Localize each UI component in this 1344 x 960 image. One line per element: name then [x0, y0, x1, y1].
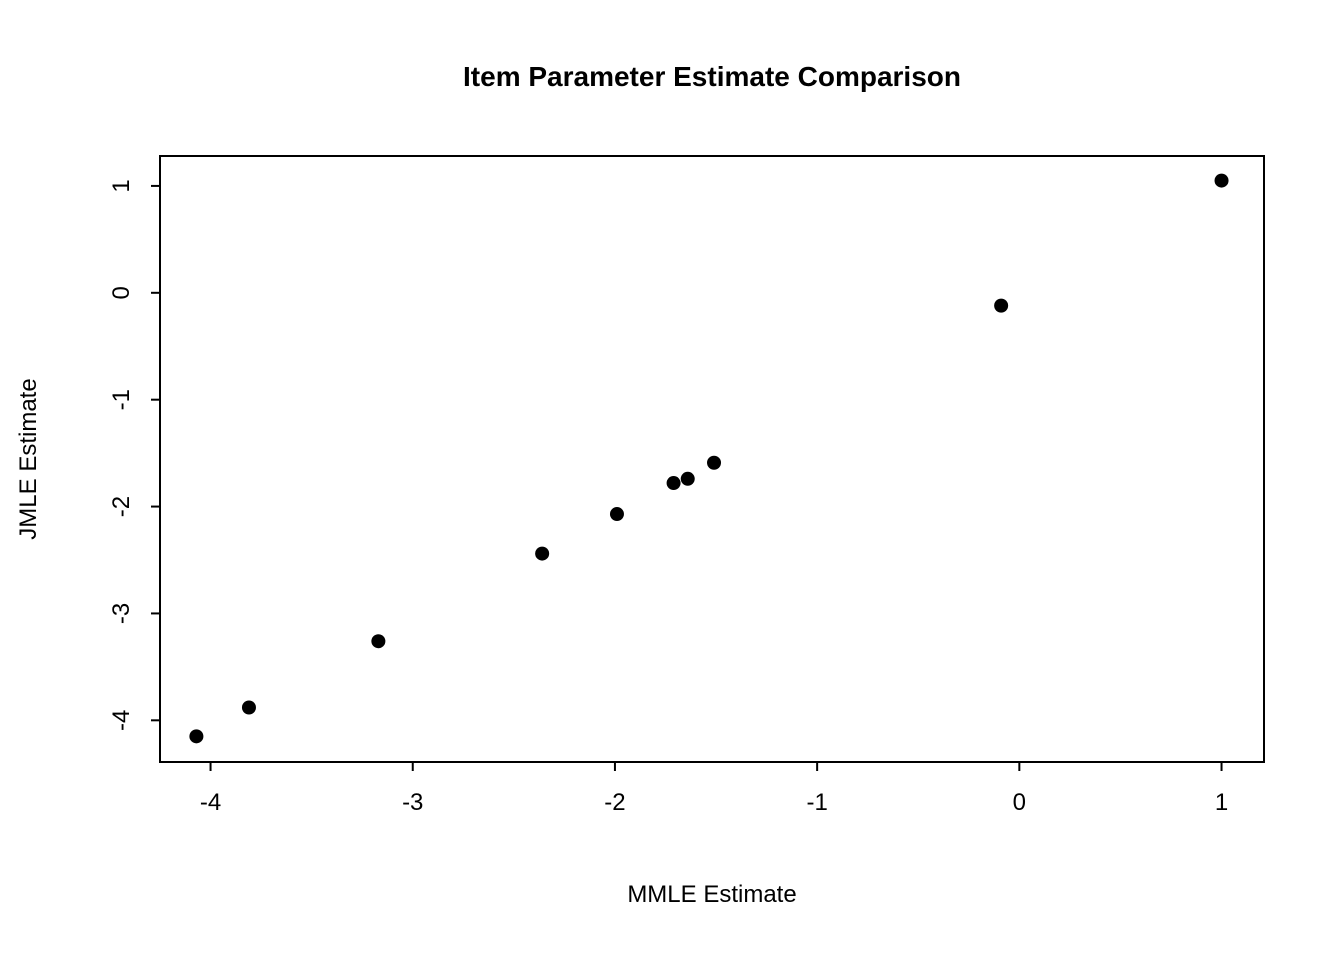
- plot-border: [159, 155, 1265, 763]
- data-point: [371, 634, 386, 649]
- data-point: [535, 546, 550, 561]
- x-tick-label: 0: [1013, 789, 1026, 816]
- data-point: [189, 729, 204, 744]
- data-point: [707, 455, 722, 470]
- data-point: [609, 507, 624, 522]
- chart-title: Item Parameter Estimate Comparison: [463, 61, 961, 92]
- x-tick-label: -4: [200, 789, 221, 816]
- data-point: [680, 471, 695, 486]
- x-axis: -4 -3 -2 -1 0 1: [200, 762, 1228, 816]
- data-point: [666, 476, 681, 491]
- data-points: [189, 173, 1229, 744]
- data-point: [1214, 173, 1229, 188]
- data-point: [994, 298, 1009, 313]
- y-axis: -4 -3 -2 -1 0 1: [108, 179, 160, 731]
- y-tick-label: 0: [108, 286, 135, 299]
- y-tick-label: -1: [108, 389, 135, 410]
- x-tick-label: -3: [402, 789, 423, 816]
- y-tick-label: -3: [108, 603, 135, 624]
- y-tick-label: -2: [108, 496, 135, 517]
- data-point: [241, 700, 256, 715]
- x-tick-label: 1: [1215, 789, 1228, 816]
- y-axis-label: JMLE Estimate: [15, 378, 42, 539]
- y-tick-label: -4: [108, 710, 135, 731]
- x-tick-label: -2: [604, 789, 625, 816]
- y-tick-label: 1: [108, 179, 135, 192]
- x-axis-label: MMLE Estimate: [627, 881, 796, 908]
- x-tick-label: -1: [806, 789, 827, 816]
